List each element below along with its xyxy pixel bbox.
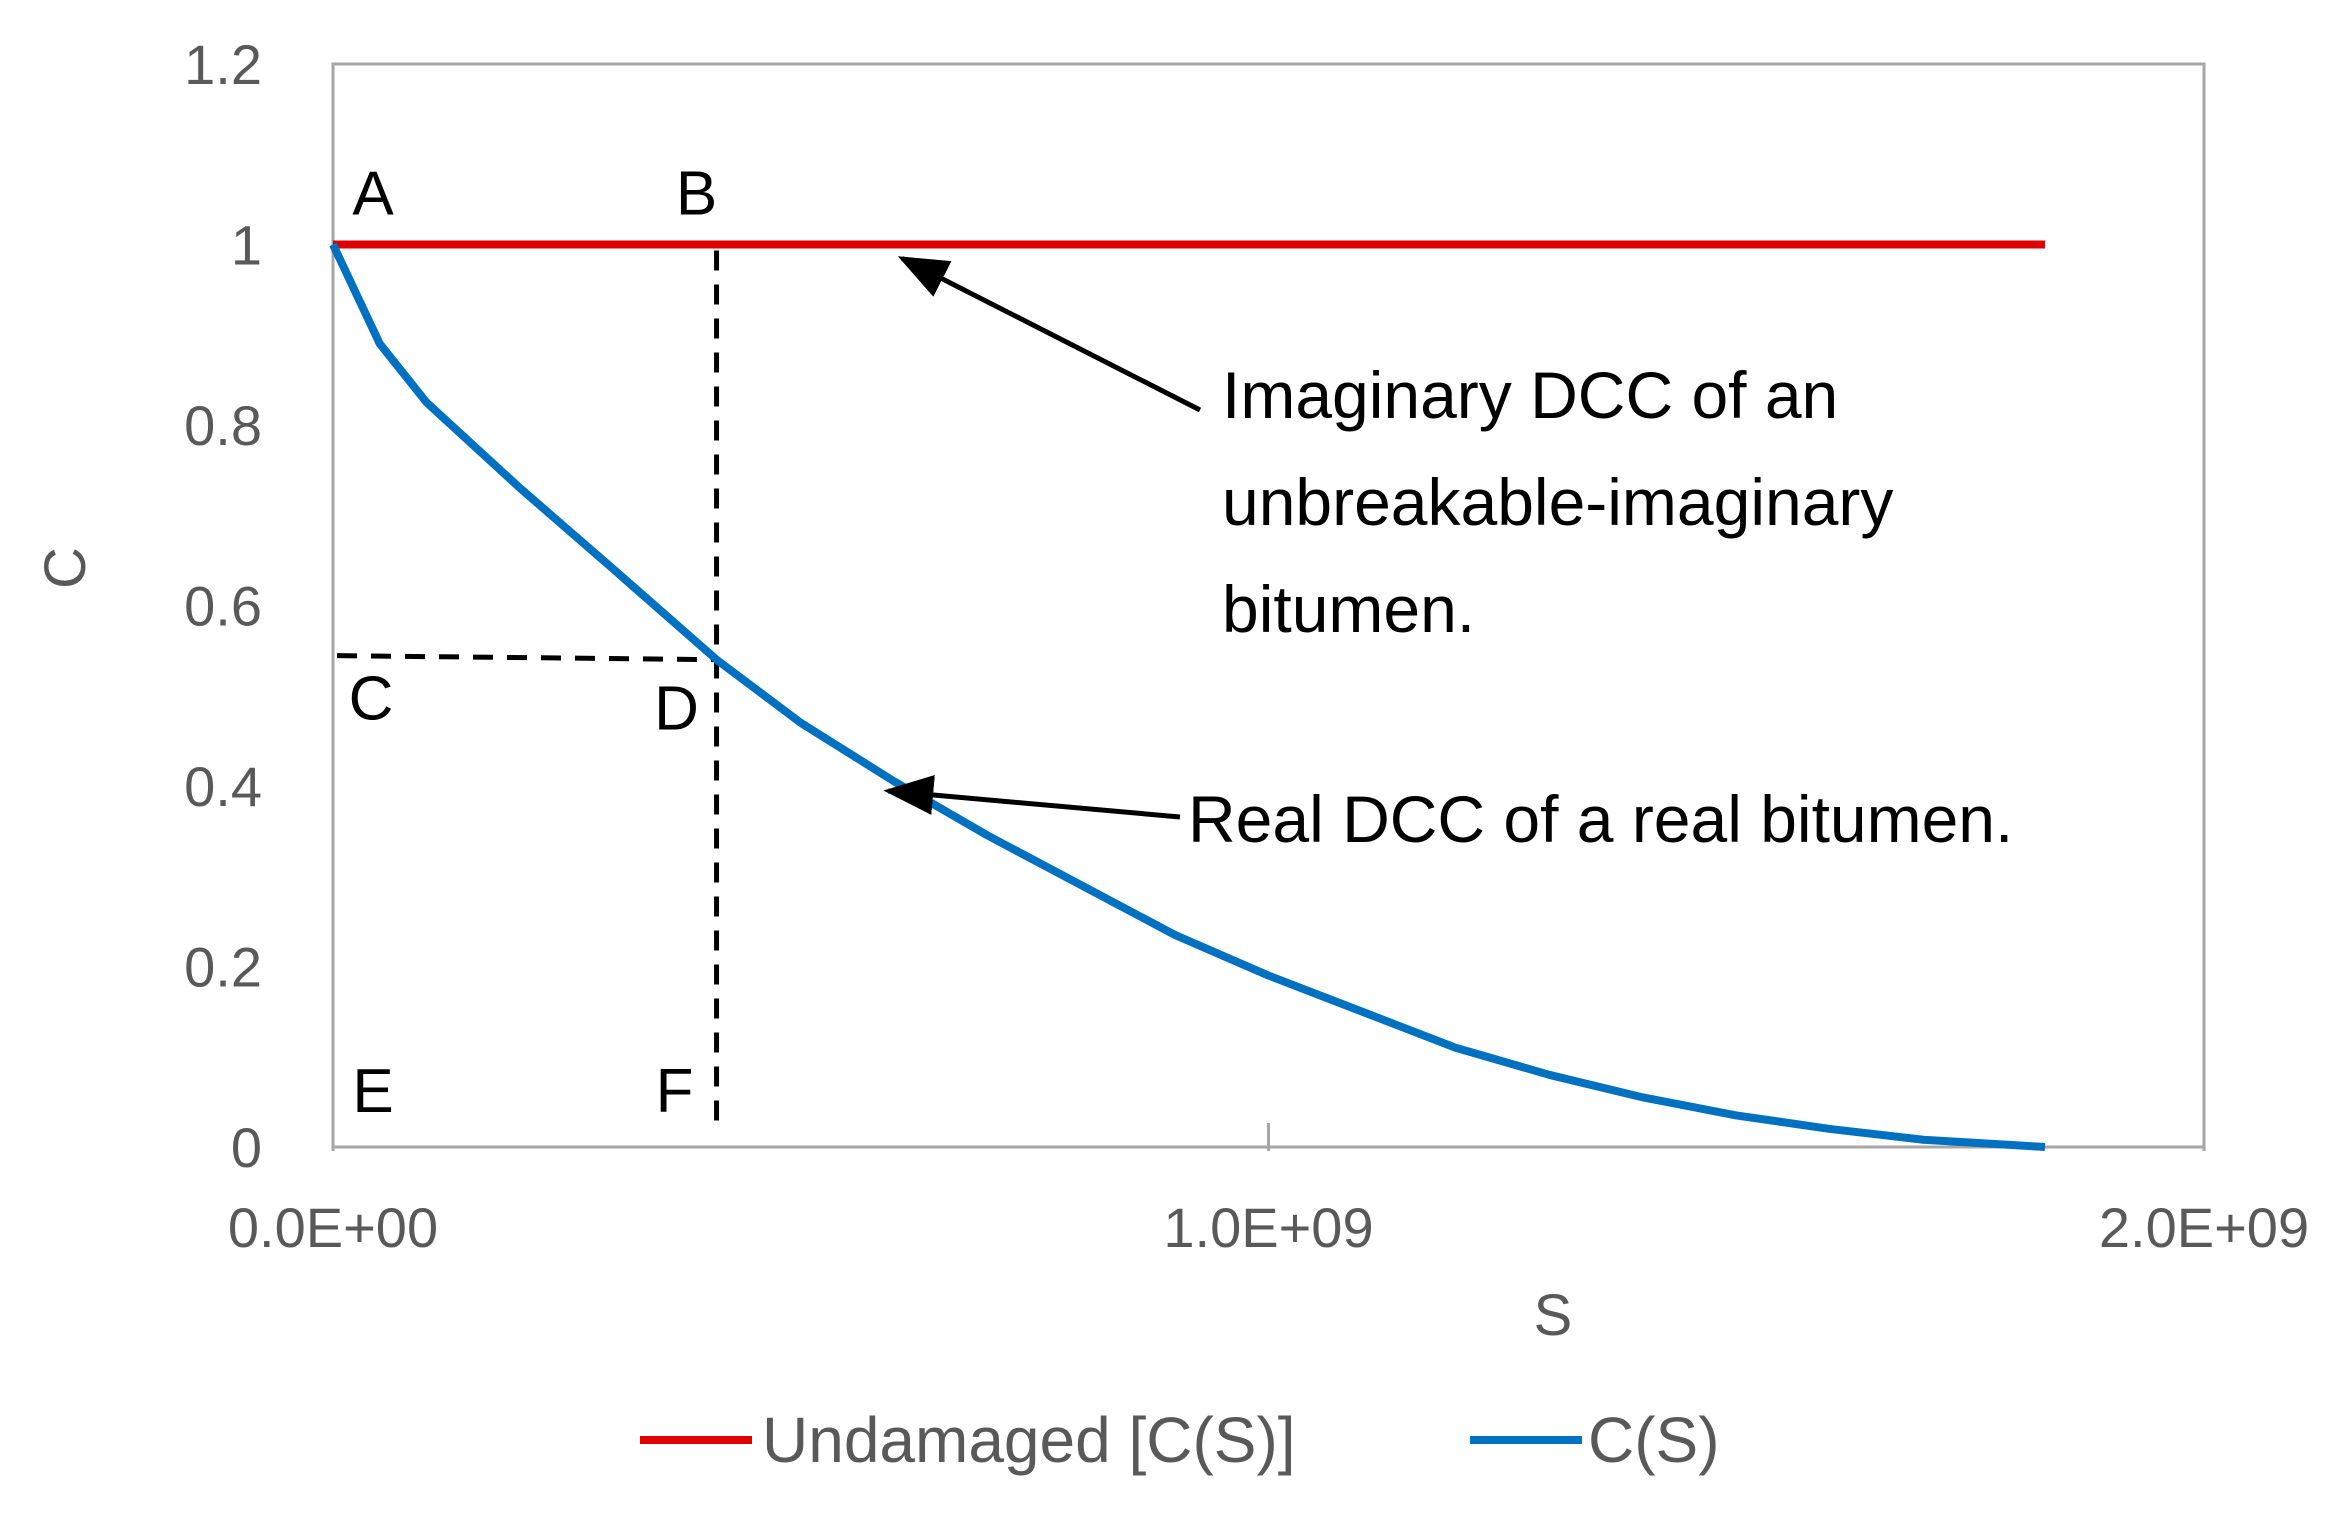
x-axis-tick-labels: 0.0E+00 1.0E+09 2.0E+09 <box>228 1123 2309 1259</box>
guide-lines <box>336 250 720 1129</box>
y-tick-label: 0.8 <box>184 394 262 457</box>
series-cs-line <box>329 242 2046 1151</box>
point-label-f: F <box>656 1057 694 1126</box>
guide-horizontal <box>336 653 717 663</box>
point-label-d: D <box>654 675 699 744</box>
x-tick-label: 0.0E+00 <box>228 1196 438 1259</box>
x-axis-label: S <box>1534 1283 1573 1348</box>
y-tick-label: 1.2 <box>184 33 262 96</box>
legend-label: C(S) <box>1588 1404 1720 1476</box>
y-tick-label: 0 <box>231 1116 262 1179</box>
y-axis-label: C <box>33 547 98 589</box>
y-tick-label: 0.2 <box>184 936 262 999</box>
point-label-a: A <box>352 160 394 229</box>
series-lines <box>329 240 2046 1151</box>
point-labels: A B C D E F <box>349 160 718 1127</box>
annotation-arrow <box>883 775 1181 820</box>
point-label-c: C <box>349 665 394 734</box>
y-tick-label: 0.6 <box>184 575 262 638</box>
point-label-b: B <box>676 160 717 229</box>
y-tick-label: 0.4 <box>184 755 262 818</box>
annotation-text: Imaginary DCC of an unbreakable-imaginary… <box>1222 358 1893 646</box>
x-tick-label: 2.0E+09 <box>2099 1196 2309 1259</box>
y-tick-label: 1 <box>231 214 262 277</box>
legend: Undamaged [C(S)] C(S) <box>640 1404 1720 1476</box>
annotations: Imaginary DCC of an unbreakable-imaginary… <box>883 256 2013 856</box>
y-axis-tick-labels: 0 0.2 0.4 0.6 0.8 1 1.2 <box>184 33 262 1179</box>
point-label-e: E <box>352 1057 393 1126</box>
annotation-text: Real DCC of a real bitumen. <box>1188 782 2013 856</box>
legend-label: Undamaged [C(S)] <box>762 1404 1296 1476</box>
x-tick-label: 1.0E+09 <box>1163 1196 1373 1259</box>
annotation-arrow <box>897 256 1202 413</box>
